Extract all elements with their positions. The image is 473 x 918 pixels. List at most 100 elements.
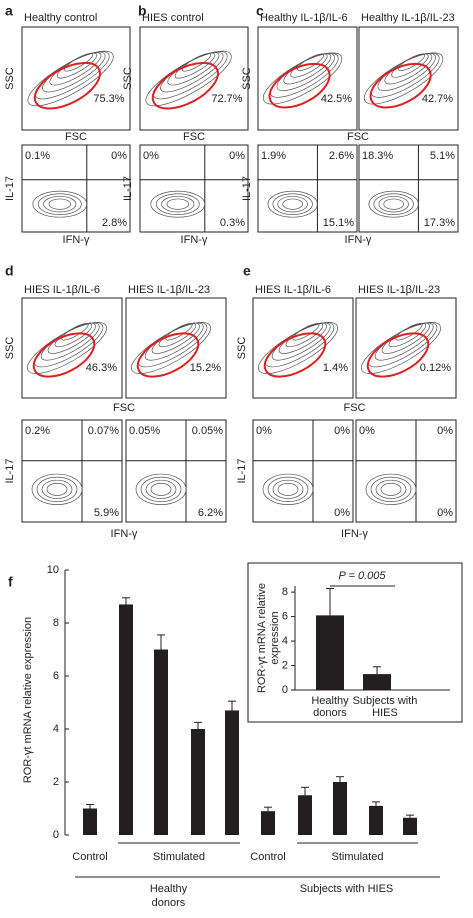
axis-label: IL-17	[122, 176, 134, 201]
contour	[282, 198, 303, 210]
axis-label: IFN-γ	[63, 234, 90, 246]
inset-box	[247, 562, 463, 723]
quadrant-percent: 0%	[256, 425, 272, 437]
y-tick-label: 0	[282, 684, 288, 696]
quadrant-box	[125, 419, 227, 523]
y-tick-label: 2	[53, 776, 59, 788]
gate	[151, 61, 219, 110]
contour	[161, 195, 195, 213]
contour	[267, 190, 318, 218]
contour	[32, 190, 88, 218]
axis-label: SSC	[122, 67, 134, 90]
contour	[277, 482, 299, 496]
bar	[83, 808, 97, 835]
bar	[363, 674, 391, 690]
axis-label: IL-17	[241, 176, 253, 201]
quadrant-box	[21, 144, 131, 233]
contour	[46, 482, 68, 496]
panel-letter: b	[138, 3, 147, 19]
gate-percent: 15.2%	[190, 362, 221, 374]
quadrant-box	[252, 419, 354, 523]
p-value: P = 0.005	[339, 570, 387, 582]
contour	[398, 53, 425, 71]
bar	[403, 817, 417, 835]
quadrant-percent: 0%	[334, 425, 350, 437]
quadrant-box	[257, 144, 358, 233]
quadrant-box	[139, 144, 249, 233]
quadrant-percent: 5.1%	[430, 150, 455, 162]
panel-letter: f	[8, 574, 13, 590]
axis-label: FSC	[113, 402, 135, 414]
gate	[366, 332, 430, 378]
scatter-box	[257, 26, 358, 131]
contour	[165, 323, 193, 341]
axis-label: FSC	[183, 131, 205, 143]
panel-letter: a	[5, 3, 13, 19]
group-label: Healthy	[150, 883, 188, 895]
contour	[297, 53, 324, 71]
contour	[64, 53, 94, 72]
contour	[292, 323, 320, 341]
quadrant-box	[21, 419, 123, 523]
bar	[119, 604, 133, 835]
contour	[267, 476, 309, 502]
scatter-box	[252, 297, 354, 399]
quadrant-percent: 5.9%	[94, 507, 119, 519]
quadrant-percent: 2.8%	[102, 217, 127, 229]
category-label: Stimulated	[153, 851, 205, 863]
contour	[182, 53, 212, 72]
quadrant-percent: 6.2%	[198, 507, 223, 519]
axis-label: SSC	[4, 337, 16, 360]
quadrant-percent: 15.1%	[323, 217, 354, 229]
panel-letter: d	[5, 263, 14, 279]
scatter-box	[358, 26, 459, 131]
contour	[368, 190, 419, 218]
axis-label: FSC	[65, 131, 87, 143]
plot-title: HIES IL-1β/IL-23	[358, 284, 440, 296]
panel-letter: c	[256, 3, 264, 19]
y-tick-label: 2	[282, 659, 288, 671]
category-label: Control	[250, 851, 285, 863]
contour	[140, 476, 182, 502]
gate-percent: 0.12%	[420, 362, 451, 374]
quadrant-percent: 17.3%	[424, 217, 455, 229]
contour	[155, 193, 200, 215]
contour	[370, 476, 412, 502]
scatter-box	[125, 297, 227, 399]
axis-label: IFN-γ	[345, 234, 372, 246]
quadrant-percent: 0.05%	[129, 425, 160, 437]
plot-title: Healthy IL-1β/IL-6	[260, 12, 348, 24]
bar	[298, 795, 312, 835]
contour	[48, 198, 71, 210]
contour	[36, 476, 78, 502]
y-tick-label: 10	[47, 564, 59, 576]
category-label: Subjects with	[353, 695, 418, 707]
axis-label: IFN-γ	[181, 234, 208, 246]
quadrant-percent: 0.2%	[25, 425, 50, 437]
gate	[268, 62, 331, 109]
y-axis-label: ROR-γt mRNA relative expression	[22, 617, 34, 783]
quadrant-percent: 0%	[437, 507, 453, 519]
bar	[316, 615, 344, 690]
axis-label: IL-17	[236, 458, 248, 483]
quadrant-percent: 0%	[359, 425, 375, 437]
gate	[136, 332, 200, 378]
gate-percent: 46.3%	[86, 362, 117, 374]
gate-percent: 42.5%	[321, 93, 352, 105]
bar	[369, 805, 383, 835]
quadrant-box	[355, 419, 457, 523]
bar	[154, 649, 168, 835]
category-label: Stimulated	[332, 851, 384, 863]
plot-title: HIES IL-1β/IL-23	[128, 284, 210, 296]
gate-percent: 42.7%	[422, 93, 453, 105]
panel-letter: e	[243, 263, 251, 279]
quadrant-percent: 0%	[143, 150, 159, 162]
plot-title: Healthy control	[24, 12, 97, 24]
quadrant-percent: 0.07%	[88, 425, 119, 437]
axis-label: IL-17	[4, 458, 16, 483]
gate	[32, 332, 96, 378]
contour	[166, 198, 189, 210]
category-label: Control	[72, 851, 107, 863]
y-axis-label: ROR-γt mRNA relative	[256, 583, 268, 693]
